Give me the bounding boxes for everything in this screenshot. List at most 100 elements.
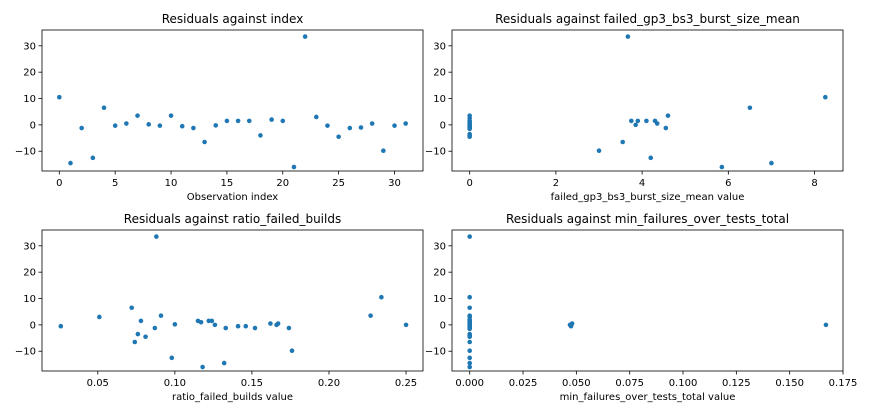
data-point: [747, 105, 753, 111]
data-point: [325, 123, 330, 128]
data-point: [129, 305, 134, 311]
data-point: [467, 318, 473, 324]
data-point: [467, 126, 472, 132]
subplot-2: Residuals against failed_gp3_bs3_burst_s…: [425, 12, 844, 203]
data-point: [648, 155, 654, 161]
data-point: [467, 325, 473, 331]
x-axis-label: failed_gp3_bs3_burst_size_mean value: [551, 192, 745, 203]
y-tick-label: 0: [440, 120, 446, 131]
data-point: [403, 322, 409, 328]
data-point: [625, 34, 631, 39]
axes-frame: [41, 29, 424, 172]
data-point: [665, 113, 671, 118]
data-point: [467, 134, 472, 140]
x-tick-label: 0: [56, 178, 62, 189]
data-point: [235, 118, 241, 124]
axes-frame: [41, 229, 424, 372]
data-point: [467, 348, 473, 354]
data-point: [635, 118, 641, 124]
x-tick-label: 0.25: [395, 378, 417, 389]
data-point: [467, 305, 473, 311]
x-tick-label: 30: [388, 178, 401, 189]
y-tick-label: 30: [433, 41, 446, 52]
data-point: [90, 155, 96, 161]
data-point: [392, 123, 397, 128]
y-tick-label: 30: [433, 241, 446, 252]
data-point: [403, 121, 408, 126]
axes-frame: [451, 29, 844, 172]
x-tick-label: 20: [276, 178, 289, 189]
x-tick-label: 0: [466, 178, 472, 189]
data-point: [146, 122, 151, 127]
y-tick-label: 0: [440, 320, 446, 331]
data-point: [719, 164, 725, 170]
data-point: [289, 348, 295, 354]
data-point: [135, 113, 140, 118]
axes-frame: [451, 229, 844, 372]
data-point: [467, 234, 473, 239]
y-tick-label: 20: [433, 68, 446, 79]
x-tick-label: 0.000: [455, 378, 484, 389]
x-tick-label: 6: [725, 178, 731, 189]
x-axis-label: min_failures_over_tests_total value: [560, 392, 736, 403]
data-point: [358, 125, 364, 130]
data-point: [101, 105, 107, 111]
y-tick-label: −10: [15, 147, 36, 158]
data-point: [191, 125, 196, 131]
y-tick-label: 10: [23, 94, 36, 105]
data-point: [596, 148, 602, 154]
data-point: [663, 125, 669, 131]
x-tick-label: 0.075: [615, 378, 644, 389]
subplot-3: Residuals against ratio_failed_builds 0.0…: [15, 212, 424, 403]
data-point: [467, 334, 473, 340]
data-point: [823, 322, 829, 328]
x-tick-label: 5: [112, 178, 118, 189]
data-point: [198, 319, 204, 325]
data-point: [179, 123, 185, 129]
data-point: [381, 148, 386, 154]
data-point: [268, 321, 273, 326]
x-tick-label: 8: [811, 178, 817, 189]
subplot-title: Residuals against ratio_failed_builds: [124, 212, 341, 226]
x-tick-label: 0.15: [241, 378, 263, 389]
x-tick-label: 0.150: [775, 378, 804, 389]
y-tick-label: 20: [433, 268, 446, 279]
data-point: [200, 364, 205, 370]
x-tick-label: 0.025: [509, 378, 538, 389]
data-point: [135, 331, 141, 337]
data-point: [168, 113, 174, 118]
data-point: [212, 322, 218, 328]
subplot-title: Residuals against min_failures_over_test…: [506, 212, 789, 226]
data-point: [246, 118, 252, 124]
data-point: [157, 123, 163, 128]
x-tick-label: 0.05: [87, 378, 109, 389]
data-point: [644, 118, 649, 124]
data-point: [467, 355, 473, 361]
data-point: [138, 318, 144, 324]
x-tick-label: 0.175: [829, 378, 858, 389]
data-point: [654, 121, 660, 126]
data-point: [252, 325, 258, 331]
x-tick-label: 0.10: [164, 378, 186, 389]
x-tick-label: 15: [221, 178, 234, 189]
y-tick-label: 10: [23, 294, 36, 305]
data-point: [620, 139, 626, 145]
data-point: [132, 339, 138, 345]
data-point: [235, 323, 241, 329]
data-point: [347, 125, 353, 131]
data-point: [154, 234, 159, 239]
data-point: [152, 325, 158, 331]
data-point: [143, 334, 148, 340]
y-tick-label: 30: [23, 241, 36, 252]
x-tick-label: 10: [165, 178, 178, 189]
data-point: [223, 325, 229, 331]
x-tick-label: 0.050: [562, 378, 591, 389]
data-point: [97, 314, 102, 320]
data-point: [58, 323, 64, 329]
y-tick-label: −10: [425, 147, 446, 158]
data-point: [224, 118, 230, 124]
y-tick-label: 20: [23, 268, 36, 279]
y-tick-label: 30: [23, 41, 36, 52]
x-tick-label: 4: [639, 178, 645, 189]
